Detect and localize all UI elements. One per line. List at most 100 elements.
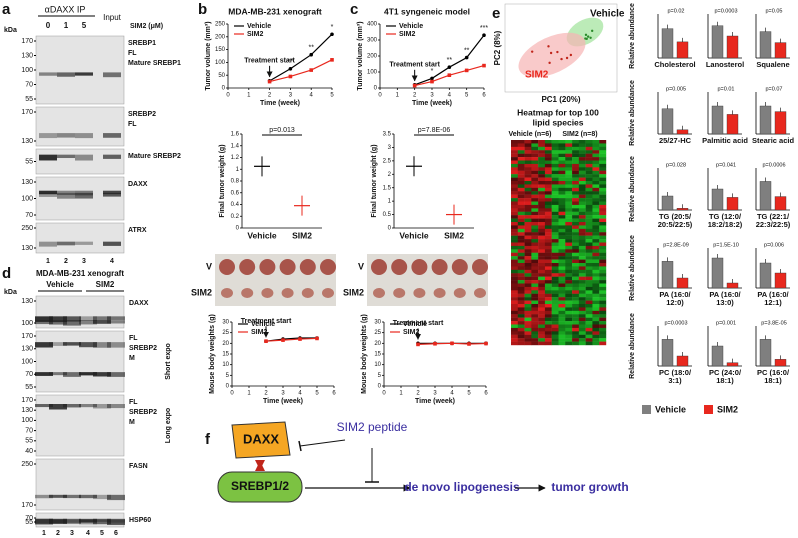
heatmap-cell	[592, 321, 600, 325]
y-axis-label: Mouse body weights (g)	[361, 314, 368, 394]
heatmap-cell	[551, 263, 559, 267]
blot-band	[35, 372, 53, 376]
marker-label: 130	[21, 138, 33, 145]
heatmap-cell	[599, 263, 607, 267]
blot-band	[75, 192, 93, 199]
blot-band	[35, 316, 53, 322]
blot-band	[57, 154, 75, 159]
bar	[774, 272, 787, 289]
marker-label: 170	[21, 502, 33, 509]
y-tick-label: 1.2	[231, 155, 240, 161]
heatmap-cell	[572, 191, 580, 195]
heatmap-cell	[572, 300, 580, 305]
heatmap-cell	[551, 153, 559, 158]
heatmap-cell	[599, 314, 607, 318]
heatmap-cell	[585, 201, 593, 206]
treatment-label: SIM2 (μM)	[130, 23, 163, 30]
blot-band	[39, 190, 57, 195]
y-tick-label: 0	[222, 86, 226, 92]
heatmap-cell	[531, 222, 539, 226]
heatmap-cell	[578, 245, 586, 250]
heatmap-cell	[544, 140, 552, 144]
tumor	[451, 259, 468, 275]
x-tick-label: Vehicle	[399, 230, 429, 240]
blot-label: M	[129, 355, 135, 362]
x-tick-label: 4	[310, 93, 314, 99]
y-tick-label: 1	[236, 167, 240, 173]
blot-band	[79, 494, 97, 499]
heatmap-cell	[558, 300, 566, 305]
heatmap-cell	[511, 273, 518, 277]
heatmap-cell	[544, 177, 552, 182]
heatmap-cell	[578, 249, 586, 253]
bar	[726, 197, 739, 211]
heatmap-cell	[592, 194, 600, 199]
bar	[774, 196, 787, 211]
y-axis-label: Relative abundance	[629, 3, 636, 69]
data-point	[482, 33, 486, 37]
y-axis-label: Tumor volume (mm³)	[357, 21, 364, 90]
heatmap-cell	[572, 232, 580, 236]
heatmap-cell	[524, 256, 532, 260]
y-tick-label: 100	[215, 60, 226, 66]
tumor	[433, 288, 446, 298]
heatmap-cell	[551, 167, 559, 171]
heatmap-cell	[544, 228, 552, 233]
heatmap-cell	[551, 228, 559, 233]
heatmap-cell	[558, 191, 566, 195]
blot-band	[63, 320, 81, 326]
pathway-diagram: f DAXX SREBP1/2 SIM2 peptide de novo lip…	[205, 420, 629, 503]
blot-band	[107, 372, 125, 377]
heatmap-cell	[511, 249, 518, 253]
heatmap-cell	[592, 215, 600, 219]
x-tick-label: 0	[230, 391, 234, 397]
bar	[726, 282, 739, 289]
heatmap-cell	[558, 273, 566, 277]
heatmap-cell	[517, 269, 525, 274]
heatmap-cell	[531, 242, 539, 247]
heatmap-cell	[599, 338, 607, 342]
heatmap-cell	[599, 324, 607, 329]
blot-band	[35, 519, 53, 524]
heatmap-cell	[524, 331, 532, 335]
heatmap-cell	[531, 215, 539, 219]
panel-label: f	[205, 431, 211, 448]
tumor	[393, 288, 406, 298]
blot-band	[63, 494, 81, 499]
heatmap-cell	[585, 167, 593, 171]
heatmap-cell	[511, 174, 518, 178]
chart-title: 18:1)	[764, 376, 782, 385]
heatmap-cell	[517, 228, 525, 233]
heatmap-cell	[538, 341, 546, 346]
heatmap-cell	[524, 198, 532, 202]
heatmap-cell	[558, 334, 566, 339]
heatmap-cell	[551, 252, 559, 257]
heatmap-cell	[544, 334, 552, 339]
y-tick-label: 150	[215, 47, 226, 53]
heatmap-cell	[592, 256, 600, 260]
heatmap-cell	[538, 300, 546, 305]
legend-swatch	[704, 405, 713, 414]
heatmap-cell	[572, 218, 580, 223]
heatmap-cell	[544, 181, 552, 185]
heatmap-cell	[599, 143, 607, 148]
chart-title: 3:1)	[668, 376, 682, 385]
heatmap-cell	[517, 293, 525, 298]
heatmap-cell	[599, 177, 607, 182]
heatmap-cell	[551, 314, 559, 318]
data-point	[298, 337, 302, 341]
heatmap-cell	[551, 256, 559, 260]
heatmap-cell	[524, 266, 532, 271]
heatmap-cell	[592, 150, 600, 154]
heatmap-cell	[524, 225, 532, 230]
heatmap-cell	[585, 293, 593, 298]
heatmap-cell	[551, 273, 559, 277]
marker-label: 55	[25, 519, 33, 526]
heatmap-cell	[558, 317, 566, 322]
heatmap-cell	[511, 232, 518, 236]
heatmap-cell	[558, 245, 566, 250]
tumor	[371, 259, 387, 275]
data-point	[330, 58, 334, 62]
heatmap-cell	[592, 208, 600, 212]
